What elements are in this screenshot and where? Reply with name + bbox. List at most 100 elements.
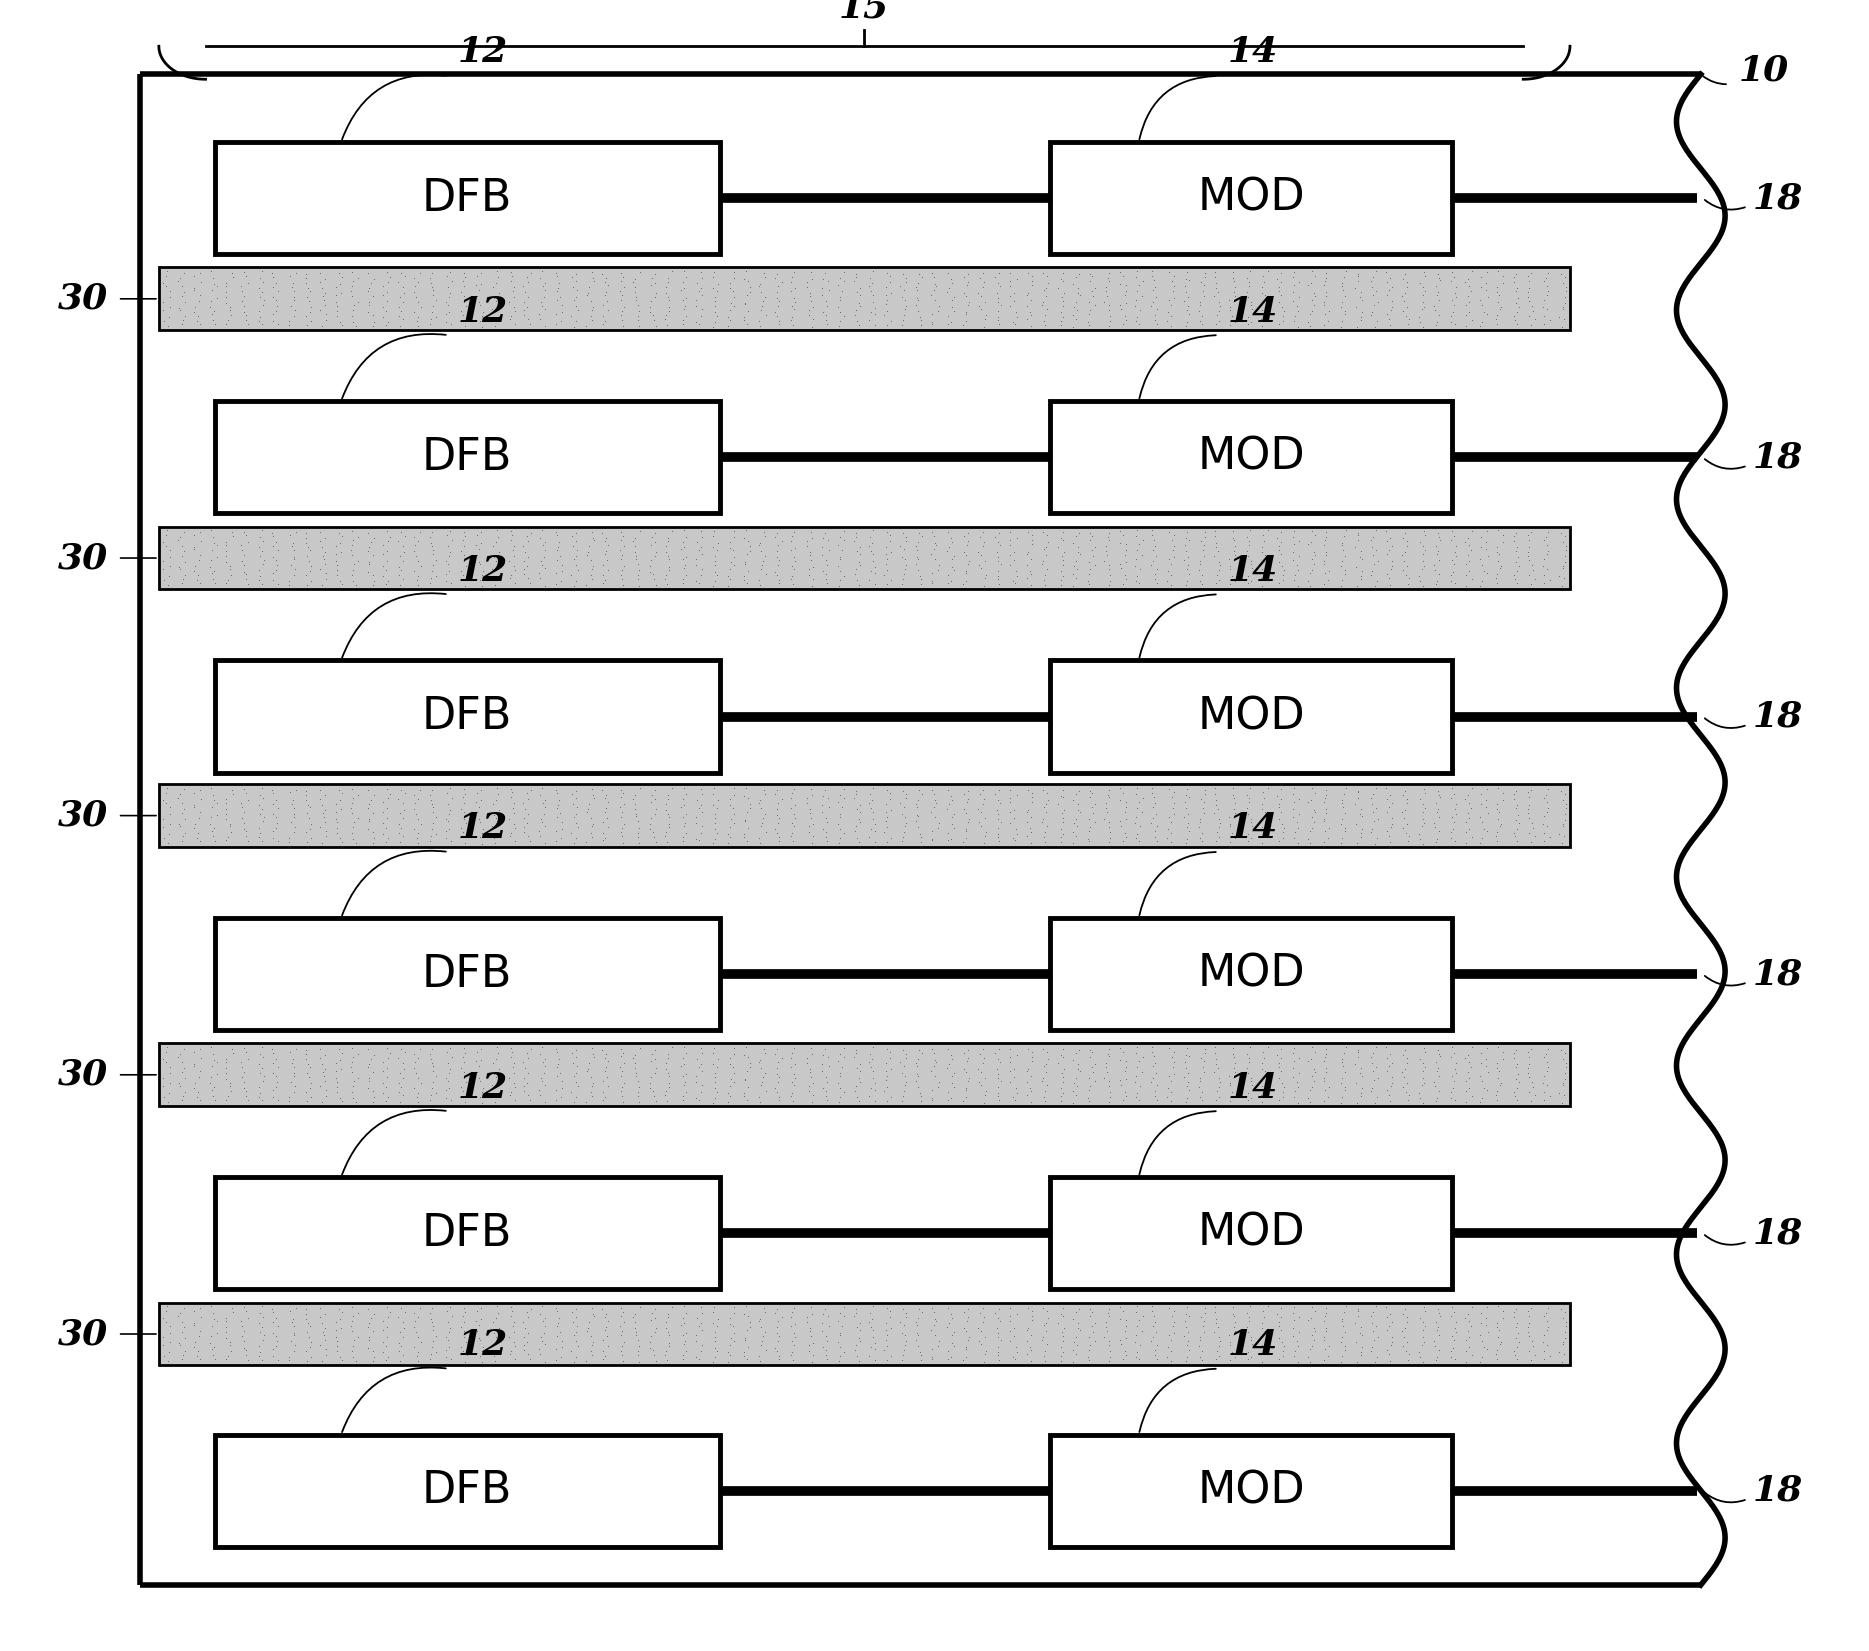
Point	[493, 1324, 523, 1351]
Point	[1080, 1309, 1110, 1336]
Point	[1407, 1349, 1437, 1375]
Point	[1280, 272, 1310, 299]
Point	[546, 816, 576, 842]
Point	[1002, 821, 1032, 847]
Point	[744, 532, 774, 558]
Point	[1047, 1319, 1077, 1346]
Point	[1252, 1070, 1282, 1096]
Point	[1062, 1332, 1091, 1359]
Point	[635, 546, 665, 573]
Point	[716, 289, 746, 315]
Point	[163, 784, 193, 811]
Point	[1121, 1063, 1151, 1090]
Point	[1247, 1341, 1277, 1367]
Point	[843, 1055, 873, 1081]
Point	[430, 826, 460, 852]
Point	[421, 304, 450, 330]
Point	[869, 302, 899, 329]
Point	[1013, 542, 1043, 568]
Point	[163, 1303, 193, 1329]
Point	[1348, 558, 1377, 584]
Point	[1282, 1068, 1312, 1095]
Point	[168, 284, 198, 310]
Point	[998, 546, 1028, 573]
Point	[1063, 791, 1093, 817]
Point	[1450, 809, 1480, 835]
Point	[292, 520, 321, 546]
Point	[1394, 305, 1424, 332]
Point	[1310, 560, 1340, 586]
Point	[807, 783, 837, 809]
Point	[667, 1346, 697, 1372]
Point	[525, 1301, 555, 1327]
Point	[1310, 1043, 1340, 1070]
Point	[151, 517, 181, 543]
Point	[1310, 1324, 1340, 1351]
Point	[1529, 527, 1559, 553]
Point	[336, 259, 366, 286]
Point	[1267, 282, 1297, 309]
Point	[293, 548, 323, 575]
Point	[467, 1078, 497, 1105]
Point	[1340, 294, 1370, 320]
Point	[763, 538, 792, 565]
Point	[968, 791, 998, 817]
Point	[321, 1309, 351, 1336]
Point	[1297, 258, 1327, 284]
Point	[1454, 789, 1484, 816]
Point	[1058, 302, 1088, 329]
Point	[951, 272, 981, 299]
Point	[1409, 1070, 1439, 1096]
Point	[733, 1317, 763, 1344]
Point	[1247, 297, 1277, 324]
Point	[1450, 1337, 1480, 1364]
Point	[1514, 1060, 1544, 1086]
Point	[749, 284, 779, 310]
Point	[247, 570, 277, 596]
Point	[1409, 1329, 1439, 1355]
Point	[669, 1304, 699, 1331]
Point	[1471, 259, 1501, 286]
Point	[652, 783, 682, 809]
Point	[1293, 272, 1323, 299]
Point	[155, 801, 185, 827]
Point	[213, 824, 243, 850]
Point	[1454, 1317, 1484, 1344]
Point	[746, 1055, 776, 1081]
Point	[449, 1078, 478, 1105]
Point	[1093, 829, 1123, 855]
Point	[1091, 533, 1121, 560]
Point	[357, 788, 387, 814]
Point	[1063, 533, 1093, 560]
Point	[1514, 1303, 1544, 1329]
Point	[1093, 520, 1123, 546]
Point	[985, 1048, 1015, 1075]
Point	[321, 302, 351, 329]
Point	[1110, 1065, 1140, 1091]
Point	[1217, 1339, 1247, 1365]
Point	[196, 774, 226, 801]
Point	[1359, 1326, 1389, 1352]
Point	[449, 799, 478, 826]
Point	[1377, 1309, 1407, 1336]
Point	[308, 287, 338, 314]
Point	[305, 528, 335, 555]
Point	[258, 284, 288, 310]
Point	[815, 794, 845, 821]
Point	[1153, 816, 1183, 842]
Point	[385, 1035, 415, 1062]
Point	[860, 1076, 890, 1103]
Point	[830, 1303, 860, 1329]
Point	[933, 518, 963, 545]
Point	[211, 789, 241, 816]
Point	[215, 814, 245, 840]
Point	[478, 1342, 508, 1369]
Point	[1075, 817, 1105, 844]
Point	[217, 561, 247, 588]
Point	[155, 284, 185, 310]
Point	[714, 1342, 744, 1369]
Point	[903, 286, 933, 312]
Point	[1075, 548, 1105, 575]
Point	[955, 806, 985, 832]
Text: 30: 30	[58, 799, 108, 832]
